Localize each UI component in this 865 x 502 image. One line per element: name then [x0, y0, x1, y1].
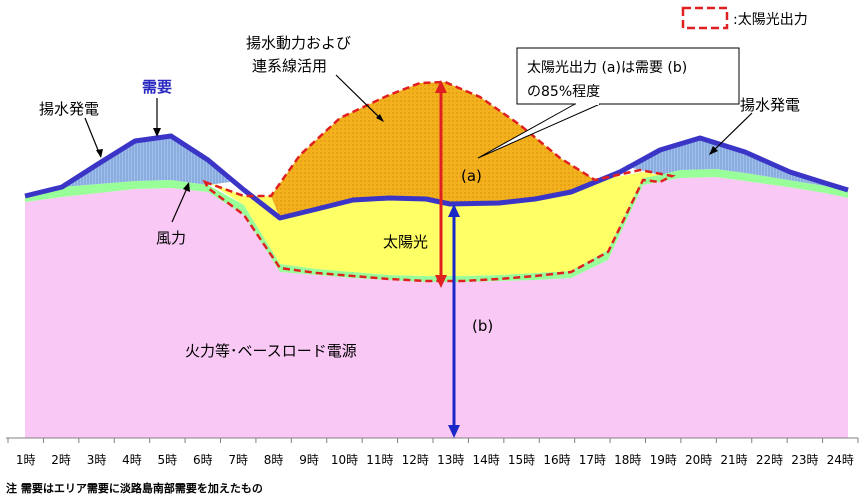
a-arrow-head-top	[435, 80, 447, 93]
x-tick-label: 20時	[685, 453, 712, 467]
leader-pump-power	[335, 74, 384, 122]
b-arrow-head-bottom	[448, 425, 460, 438]
x-tick-label: 19時	[650, 453, 677, 467]
leader-wind	[171, 185, 189, 223]
callout-box	[516, 47, 740, 105]
wind-label: 風力	[156, 229, 186, 247]
x-tick-label: 17時	[579, 453, 606, 467]
x-tick-label: 12時	[402, 453, 429, 467]
x-tick-label: 23時	[791, 453, 818, 467]
pump-gen-left-area	[62, 136, 230, 187]
callout-line1: 太陽光出力 (a)は需要 (b)	[527, 60, 687, 76]
pump-power-area	[271, 82, 595, 218]
a-arrow-head-bottom	[435, 275, 447, 288]
base-label: 火力等･ベースロード電源	[185, 342, 357, 360]
x-tick-label: 22時	[756, 453, 783, 467]
x-tick-label: 24時	[827, 453, 854, 467]
leader-pump-gen-left	[84, 117, 101, 156]
x-tick-label: 3時	[87, 453, 107, 467]
x-tick-label: 18時	[614, 453, 641, 467]
x-tick-label: 6時	[193, 453, 213, 467]
x-tick-label: 16時	[543, 453, 570, 467]
solar-output-outline	[202, 80, 676, 283]
x-tick-label: 4時	[122, 453, 142, 467]
leader-pump-gen-right	[711, 112, 753, 153]
b-label: (b)	[472, 317, 493, 335]
wind-area	[25, 169, 848, 282]
x-tick-label: 9時	[299, 453, 319, 467]
demand-line	[24, 133, 849, 221]
legend-label: :太陽光出力	[733, 12, 808, 28]
x-tick-label: 2時	[51, 453, 71, 467]
base-area	[25, 177, 848, 438]
x-tick-label: 1時	[16, 453, 36, 467]
footnote: 注 需要はエリア需要に淡路島南部需要を加えたもの	[6, 482, 263, 495]
pump-power-label-2: 連系線活用	[252, 57, 327, 75]
x-tick-label: 21時	[720, 453, 747, 467]
x-tick-label: 7時	[228, 453, 248, 467]
x-tick-label: 5時	[158, 453, 178, 467]
x-tick-label: 13時	[437, 453, 464, 467]
x-tick-label: 10時	[331, 453, 358, 467]
x-ticks	[7, 438, 859, 443]
callout-line2: の85%程度	[527, 84, 600, 100]
pump-gen-right-area	[625, 138, 848, 190]
x-tick-label: 15時	[508, 453, 535, 467]
x-tick-label: 11時	[366, 453, 393, 467]
pump-gen-left-label: 揚水発電	[39, 100, 99, 118]
x-tick-label: 8時	[264, 453, 284, 467]
pump-gen-right-label: 揚水発電	[740, 96, 800, 114]
pump-power-label-1: 揚水動力および	[246, 34, 351, 52]
legend-swatch	[681, 6, 729, 30]
solar-label: 太陽光	[383, 233, 428, 251]
x-tick-labels: 1時 2時 3時 4時 5時 6時 7時 8時 9時 10時 11時 12時 13時 14時 15時 16時 1…	[16, 453, 854, 467]
b-arrow-head-top	[448, 204, 460, 217]
x-tick-label: 14時	[472, 453, 499, 467]
a-label: (a)	[461, 167, 482, 185]
demand-label: 需要	[142, 78, 172, 96]
